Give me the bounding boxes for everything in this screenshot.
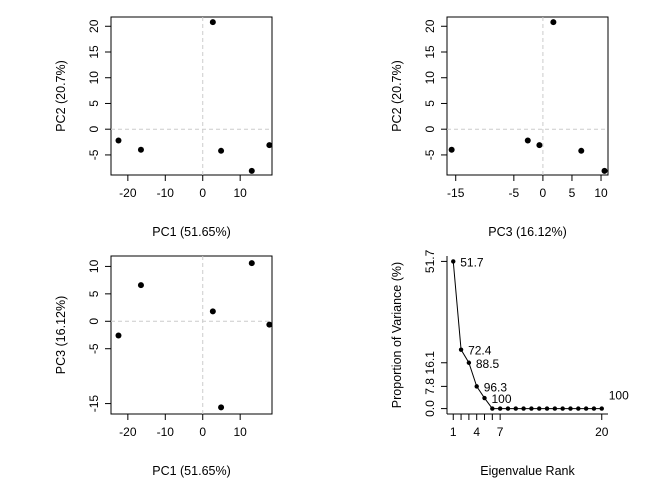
scree-point bbox=[537, 406, 542, 411]
x-tick-label: 0 bbox=[540, 186, 547, 200]
cumulative-label: 72.4 bbox=[468, 344, 492, 358]
data-point bbox=[137, 282, 144, 289]
scree-point bbox=[490, 406, 495, 411]
data-point bbox=[536, 142, 543, 149]
data-point bbox=[218, 404, 225, 411]
y-tick-label: 7.8 bbox=[423, 378, 437, 395]
chart-panel-pc3_pc2: -15 -5 0 5 10 -5 0 5 10 15 20 PC3 (16.12%) PC2 (20.7… bbox=[390, 16, 609, 239]
y-tick-label: 5 bbox=[423, 100, 437, 107]
y-tick-label: 51.7 bbox=[423, 249, 437, 273]
y-tick-label: 10 bbox=[423, 71, 437, 85]
scree-point bbox=[599, 406, 604, 411]
scree-point bbox=[591, 406, 597, 411]
scree-point bbox=[568, 406, 573, 411]
x-tick-label: 0 bbox=[199, 186, 206, 200]
scree-point bbox=[482, 395, 487, 401]
scree-point bbox=[451, 259, 456, 264]
scree-point bbox=[521, 406, 526, 411]
scree-point bbox=[513, 406, 518, 411]
data-point bbox=[266, 321, 273, 328]
data-point bbox=[115, 137, 122, 144]
x-tick-label: -5 bbox=[509, 186, 520, 200]
scree-point bbox=[466, 360, 472, 365]
scree-point bbox=[529, 406, 534, 411]
data-point bbox=[550, 19, 557, 26]
x-tick-label: -10 bbox=[157, 186, 175, 200]
x-axis-title: PC1 (51.65%) bbox=[152, 225, 231, 239]
scree-point bbox=[544, 406, 550, 411]
data-point bbox=[601, 167, 608, 174]
x-tick-label: 5 bbox=[569, 186, 576, 200]
cumulative-label: 100 bbox=[492, 392, 512, 406]
data-point bbox=[248, 260, 255, 267]
y-tick-label: -5 bbox=[423, 149, 437, 160]
x-tick-label: 10 bbox=[233, 186, 247, 200]
y-tick-label: -5 bbox=[87, 343, 101, 354]
scree-point bbox=[497, 406, 503, 411]
y-axis-title: PC2 (20.7%) bbox=[54, 60, 68, 132]
x-tick-label: -15 bbox=[447, 186, 465, 200]
y-tick-label: 5 bbox=[87, 290, 101, 297]
data-point bbox=[248, 167, 255, 174]
x-tick-label: 4 bbox=[473, 425, 480, 439]
y-tick-label: 10 bbox=[87, 71, 101, 85]
scree-point bbox=[505, 406, 511, 411]
data-point bbox=[524, 137, 531, 144]
plot-frame bbox=[110, 255, 273, 415]
scree-point bbox=[474, 384, 479, 389]
x-tick-label: 0 bbox=[199, 425, 206, 439]
x-tick-label: 1 bbox=[450, 425, 457, 439]
data-point bbox=[115, 332, 122, 339]
plot-frame bbox=[446, 16, 609, 176]
x-tick-label: -20 bbox=[119, 425, 137, 439]
y-tick-label: 0 bbox=[423, 126, 437, 133]
y-tick-label: 5 bbox=[87, 100, 101, 107]
data-point bbox=[209, 19, 216, 26]
cumulative-label: 96.3 bbox=[484, 380, 508, 394]
y-axis-title: PC3 (16.12%) bbox=[54, 296, 68, 375]
y-tick-label: 15 bbox=[423, 45, 437, 59]
chart-panel-pc1_pc3: -20 -10 0 10 -15 -5 0 5 10 PC1 (51.65%) PC3 (16.12… bbox=[54, 255, 273, 478]
x-axis-title: Eigenvalue Rank bbox=[480, 464, 575, 478]
x-tick-label: -10 bbox=[157, 425, 175, 439]
scree-point bbox=[560, 406, 565, 411]
x-axis-title: PC1 (51.65%) bbox=[152, 464, 231, 478]
x-tick-label: 10 bbox=[233, 425, 247, 439]
scree-point bbox=[552, 406, 558, 411]
data-point bbox=[218, 147, 225, 154]
x-tick-label: 20 bbox=[595, 425, 609, 439]
data-point bbox=[137, 146, 144, 153]
y-tick-label: 20 bbox=[423, 19, 437, 33]
chart-panel-pc1_pc2: -20 -10 0 10 -5 0 5 10 15 20 PC1 (51.65%) PC2 (20.7… bbox=[54, 16, 273, 239]
y-tick-label: 16.1 bbox=[423, 351, 437, 375]
data-point bbox=[209, 308, 216, 315]
chart-panel-scree: 1 4 7 20 0.0 7.8 16.1 51.7 Eigenvalue Rank Propor… bbox=[390, 249, 629, 478]
data-point bbox=[448, 146, 455, 153]
x-tick-label: 7 bbox=[497, 425, 504, 439]
data-point bbox=[578, 147, 585, 154]
y-tick-label: 20 bbox=[87, 19, 101, 33]
x-axis-title: PC3 (16.12%) bbox=[488, 225, 567, 239]
y-tick-label: 0 bbox=[87, 126, 101, 133]
y-axis-title: PC2 (20.7%) bbox=[390, 60, 404, 132]
plot-frame bbox=[110, 16, 273, 176]
y-tick-label: 15 bbox=[87, 45, 101, 59]
x-tick-label: 10 bbox=[594, 186, 608, 200]
scree-point bbox=[583, 406, 589, 411]
cumulative-label: 100 bbox=[609, 389, 629, 403]
y-tick-label: -15 bbox=[87, 395, 101, 413]
y-tick-label: 0.0 bbox=[423, 400, 437, 417]
x-tick-label: -20 bbox=[119, 186, 137, 200]
cumulative-label: 88.5 bbox=[476, 357, 500, 371]
y-axis-title: Proportion of Variance (%) bbox=[390, 262, 404, 408]
data-point bbox=[266, 142, 273, 149]
cumulative-label: 51.7 bbox=[460, 255, 484, 269]
scree-point bbox=[576, 406, 581, 411]
y-tick-label: 0 bbox=[87, 318, 101, 325]
y-tick-label: 10 bbox=[87, 259, 101, 273]
y-tick-label: -5 bbox=[87, 149, 101, 160]
scree-point bbox=[458, 347, 464, 352]
